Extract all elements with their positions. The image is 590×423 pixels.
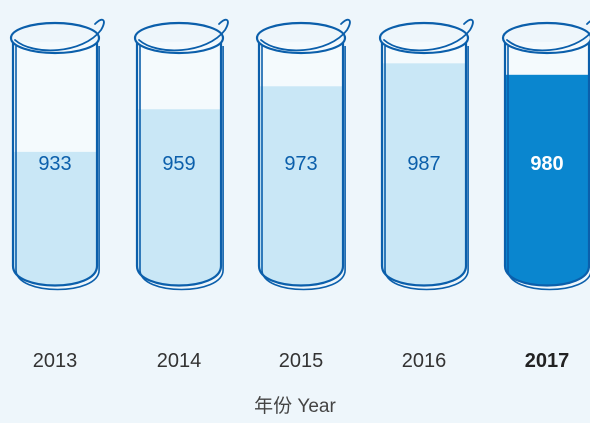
tube-2015 bbox=[255, 18, 351, 291]
x-tick-labels: 2013 2014 2015 2016 2017 bbox=[33, 350, 570, 372]
tube-lip bbox=[14, 18, 105, 52]
value-label-2013: 933 bbox=[38, 153, 71, 175]
tube-rim bbox=[501, 21, 590, 55]
value-label-2017: 980 bbox=[530, 153, 563, 175]
tube-2017 bbox=[501, 20, 590, 291]
tube-lip bbox=[260, 18, 351, 52]
tube-lip bbox=[383, 18, 474, 52]
tube-outline bbox=[11, 42, 99, 287]
bar-2013 bbox=[13, 151, 97, 286]
tube-outline bbox=[380, 42, 468, 287]
tube-lip bbox=[506, 20, 590, 52]
tube-outline bbox=[135, 42, 223, 287]
tube-outline bbox=[384, 46, 469, 291]
tube-2013 bbox=[9, 18, 105, 291]
year-label-2013: 2013 bbox=[33, 350, 78, 372]
test-tube-bars: 933 959 973 987 980 bbox=[9, 18, 590, 291]
bar-2015 bbox=[259, 86, 343, 286]
bar-2014 bbox=[137, 109, 221, 286]
tube-rim bbox=[9, 21, 101, 55]
value-label-2014: 959 bbox=[162, 153, 195, 175]
value-label-2016: 987 bbox=[407, 153, 440, 175]
tube-2014 bbox=[133, 18, 229, 291]
tube-rim bbox=[378, 21, 470, 55]
year-label-2016: 2016 bbox=[402, 350, 447, 372]
tube-outline bbox=[503, 42, 590, 287]
tube-outline bbox=[257, 42, 345, 287]
bar-2016 bbox=[382, 63, 466, 286]
tube-outline bbox=[507, 46, 590, 291]
tube-rim bbox=[133, 21, 225, 55]
tube-lip bbox=[138, 18, 229, 52]
tube-outline bbox=[139, 46, 224, 291]
x-axis-label: 年份 Year bbox=[254, 395, 336, 417]
year-label-2017: 2017 bbox=[525, 350, 570, 372]
tube-2016 bbox=[378, 18, 474, 291]
year-label-2015: 2015 bbox=[279, 350, 324, 372]
tube-outline bbox=[261, 46, 346, 291]
bar-2017 bbox=[505, 74, 589, 286]
year-label-2014: 2014 bbox=[157, 350, 202, 372]
value-label-2015: 973 bbox=[284, 153, 317, 175]
tube-rim bbox=[255, 21, 347, 55]
tube-outline bbox=[15, 46, 100, 291]
